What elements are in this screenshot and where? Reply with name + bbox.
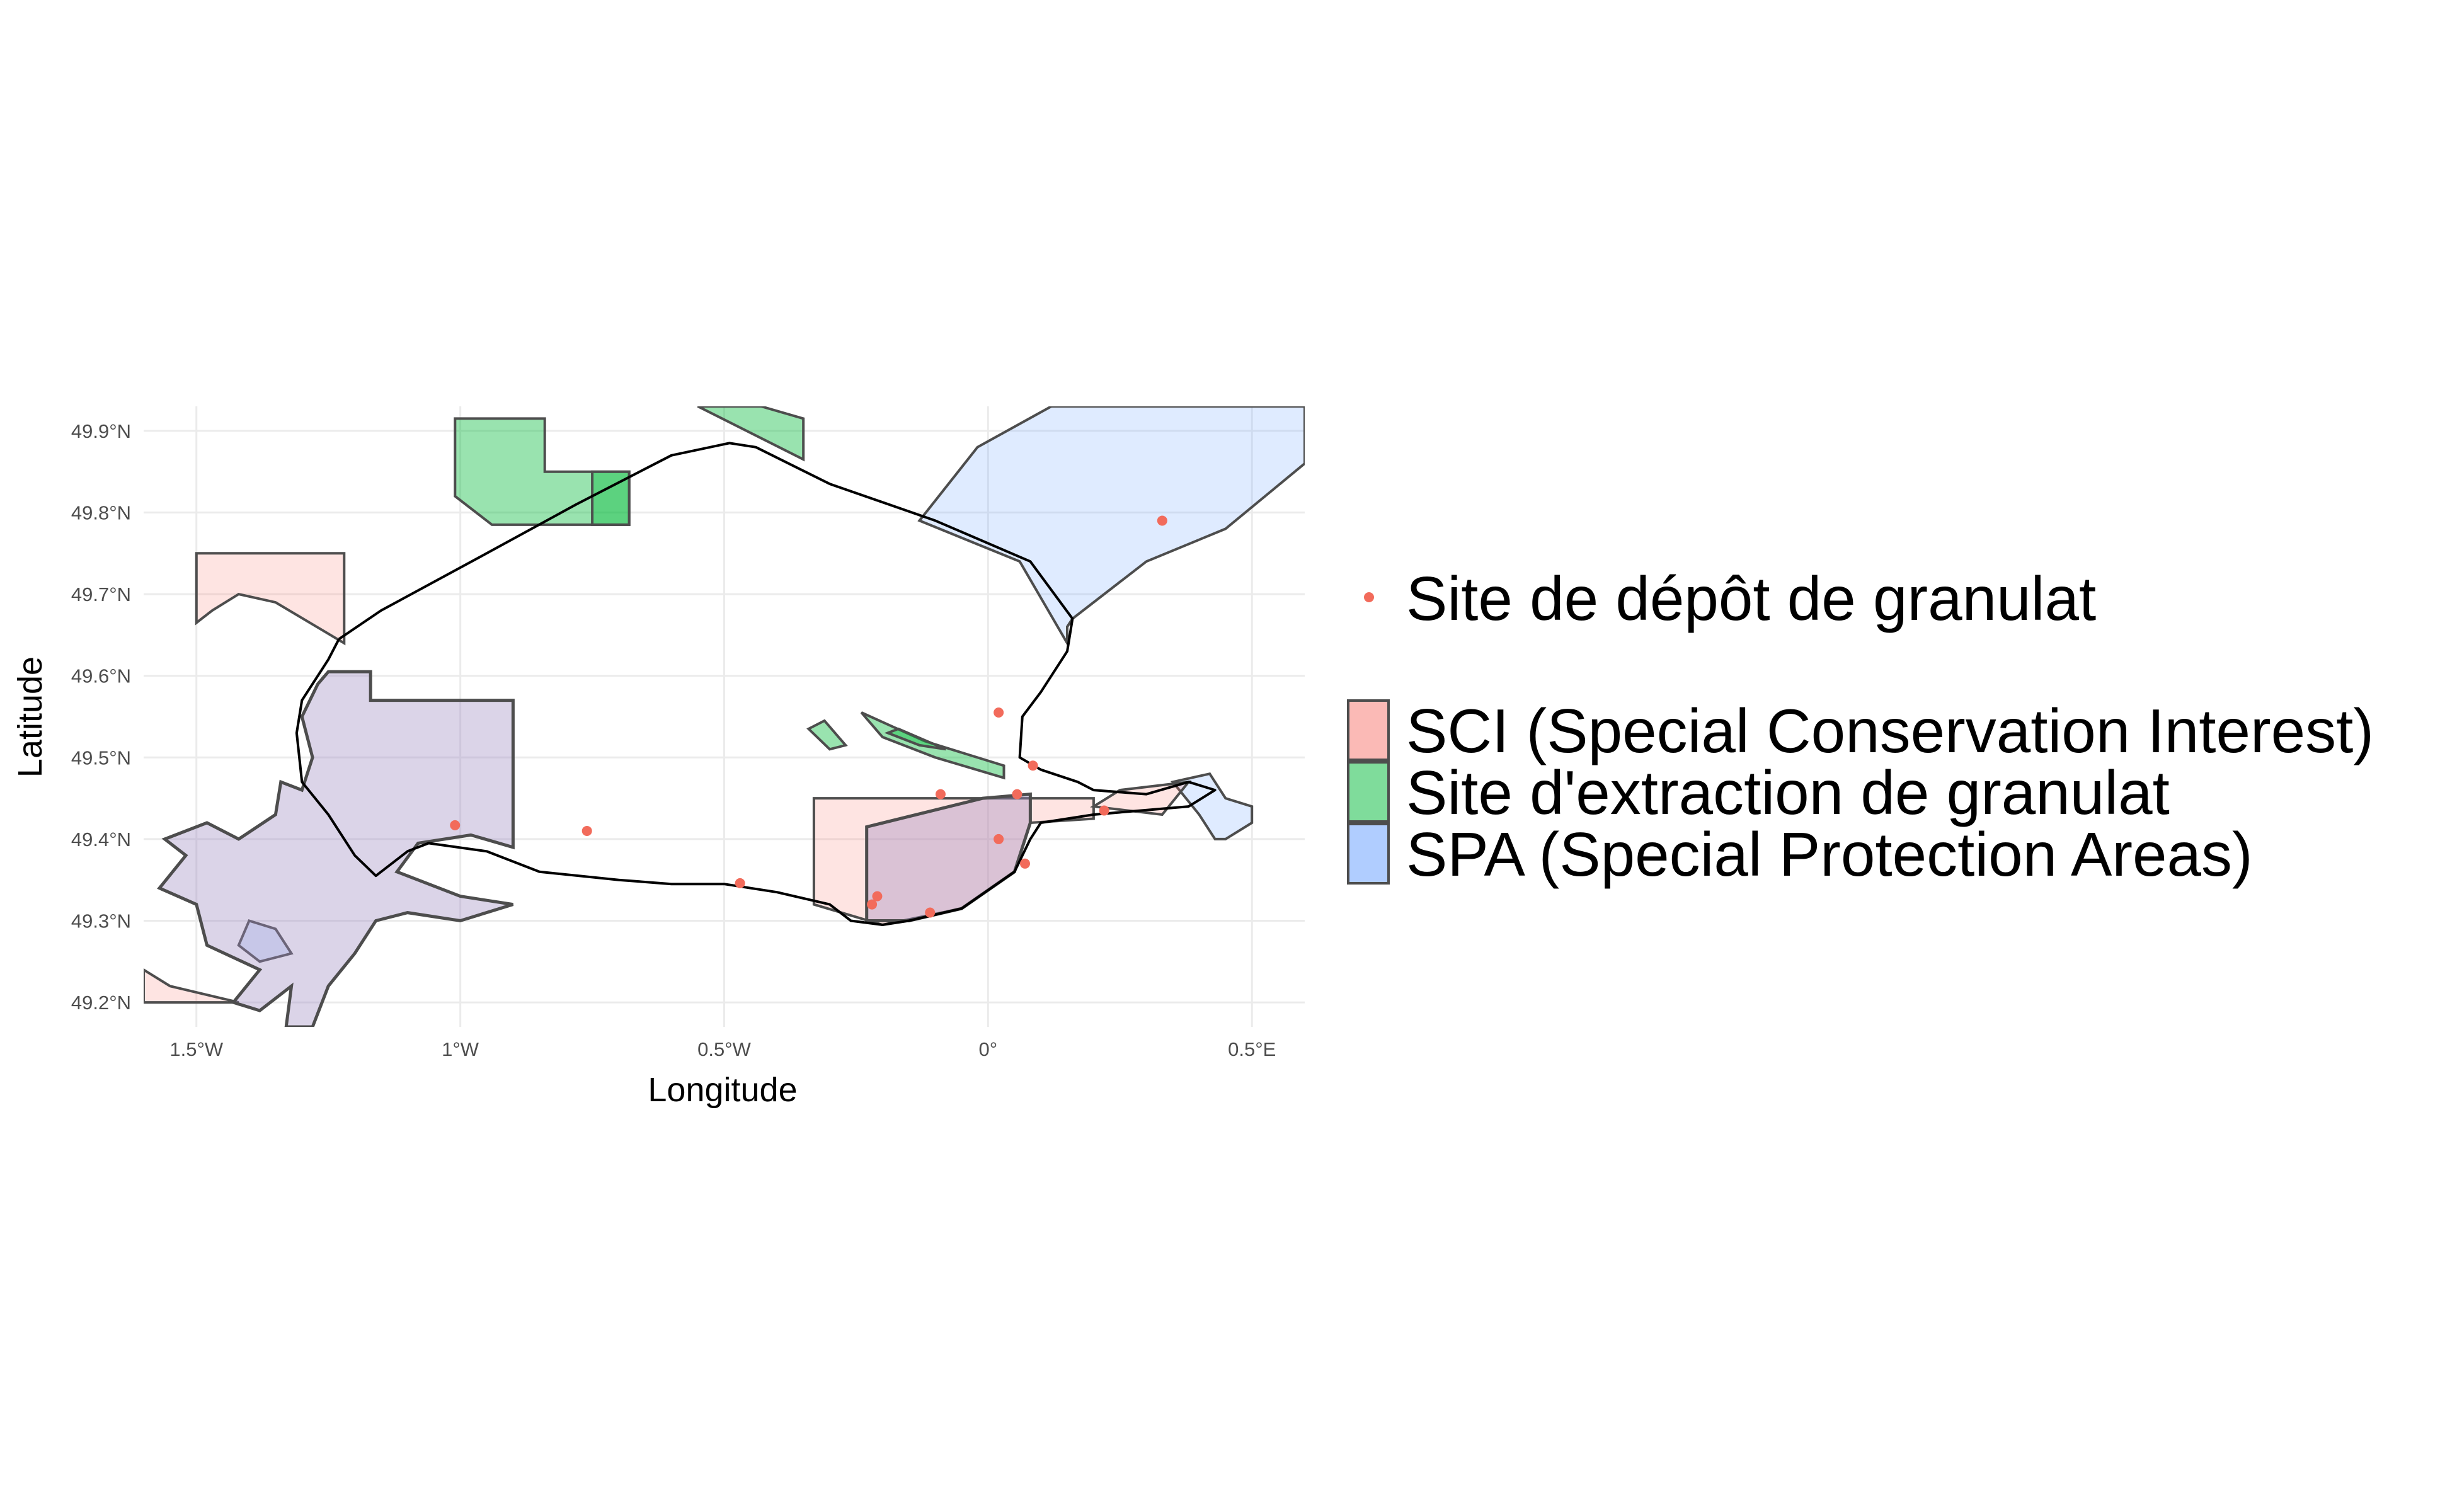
- y-tick-label: 49.5°N: [71, 747, 131, 769]
- y-tick-label: 49.2°N: [71, 992, 131, 1014]
- deposit-site-point: [1099, 805, 1109, 816]
- sci-zone: [144, 968, 239, 1004]
- deposit-site-point: [935, 789, 946, 799]
- y-tick-label: 49.3°N: [71, 910, 131, 932]
- x-tick-label: 1°W: [442, 1038, 479, 1060]
- y-tick-label: 49.6°N: [71, 665, 131, 687]
- extraction-site-zone: [697, 406, 805, 462]
- y-axis-title: Latitude: [11, 656, 49, 777]
- deposit-site-point: [925, 907, 936, 918]
- y-tick-label: 49.8°N: [71, 501, 131, 524]
- extraction-site-zone: [806, 719, 848, 751]
- x-tick-label: 1.5°W: [169, 1038, 223, 1060]
- deposit-site-point: [1157, 515, 1167, 526]
- legend-point-label: Site de dépôt de granulat: [1406, 564, 2096, 633]
- legend-area-label: SCI (Special Conservation Interest): [1406, 696, 2374, 765]
- sci-zone-overlap: [159, 672, 513, 1027]
- x-tick-label: 0.5°W: [697, 1038, 751, 1060]
- deposit-site-point: [1012, 789, 1022, 799]
- deposit-site-point: [1028, 760, 1038, 771]
- deposit-site-point: [1020, 858, 1031, 869]
- legend: Site de dépôt de granulat SCI (Special C…: [1347, 564, 2374, 889]
- legend-area-key: [1347, 761, 1390, 823]
- legend-area-label: SPA (Special Protection Areas): [1406, 820, 2253, 889]
- extraction-site-zone: [591, 470, 631, 526]
- deposit-site-point: [581, 825, 592, 836]
- legend-point-key: [1364, 592, 1374, 602]
- deposit-site-point: [867, 899, 878, 910]
- legend-area-key: [1347, 699, 1390, 761]
- deposit-site-point: [735, 878, 745, 888]
- extraction-site-zone: [884, 727, 947, 751]
- deposit-site-point: [872, 891, 883, 902]
- axis-ticks: 1.5°W 1°W 0.5°W 0° 0.5°E 49.9°N 49.8°N 49.7°N 49…: [71, 420, 1276, 1060]
- deposit-site-point: [450, 820, 461, 830]
- spa-zone: [1171, 772, 1254, 840]
- x-axis-title: Longitude: [648, 1071, 797, 1109]
- legend-area-label: Site d'extraction de granulat: [1406, 758, 2170, 827]
- deposit-site-points: [450, 515, 1167, 918]
- x-tick-label: 0.5°E: [1228, 1038, 1276, 1060]
- y-tick-label: 49.9°N: [71, 420, 131, 442]
- spa-zone: [917, 406, 1305, 648]
- spa-zone: [237, 919, 294, 963]
- y-tick-label: 49.7°N: [71, 583, 131, 605]
- map-gridlines: [144, 406, 1305, 1027]
- legend-area-key: [1347, 823, 1390, 885]
- study-area-boundary: [295, 442, 1217, 926]
- y-tick-label: 49.4°N: [71, 828, 131, 850]
- spa-zone-overlap: [157, 670, 515, 1027]
- sci-zone: [195, 552, 346, 646]
- deposit-site-point: [994, 707, 1004, 718]
- deposit-site-point: [994, 833, 1004, 844]
- map-zones: [144, 406, 1305, 1027]
- x-tick-label: 0°: [979, 1038, 998, 1060]
